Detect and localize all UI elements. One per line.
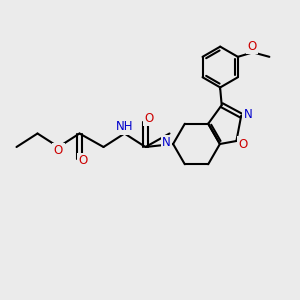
Text: O: O xyxy=(248,40,257,53)
Text: O: O xyxy=(238,137,247,151)
Text: O: O xyxy=(54,144,63,157)
Text: N: N xyxy=(243,108,252,121)
Text: O: O xyxy=(145,112,154,125)
Text: O: O xyxy=(79,154,88,167)
Text: NH: NH xyxy=(116,120,134,134)
Text: N: N xyxy=(162,136,171,149)
